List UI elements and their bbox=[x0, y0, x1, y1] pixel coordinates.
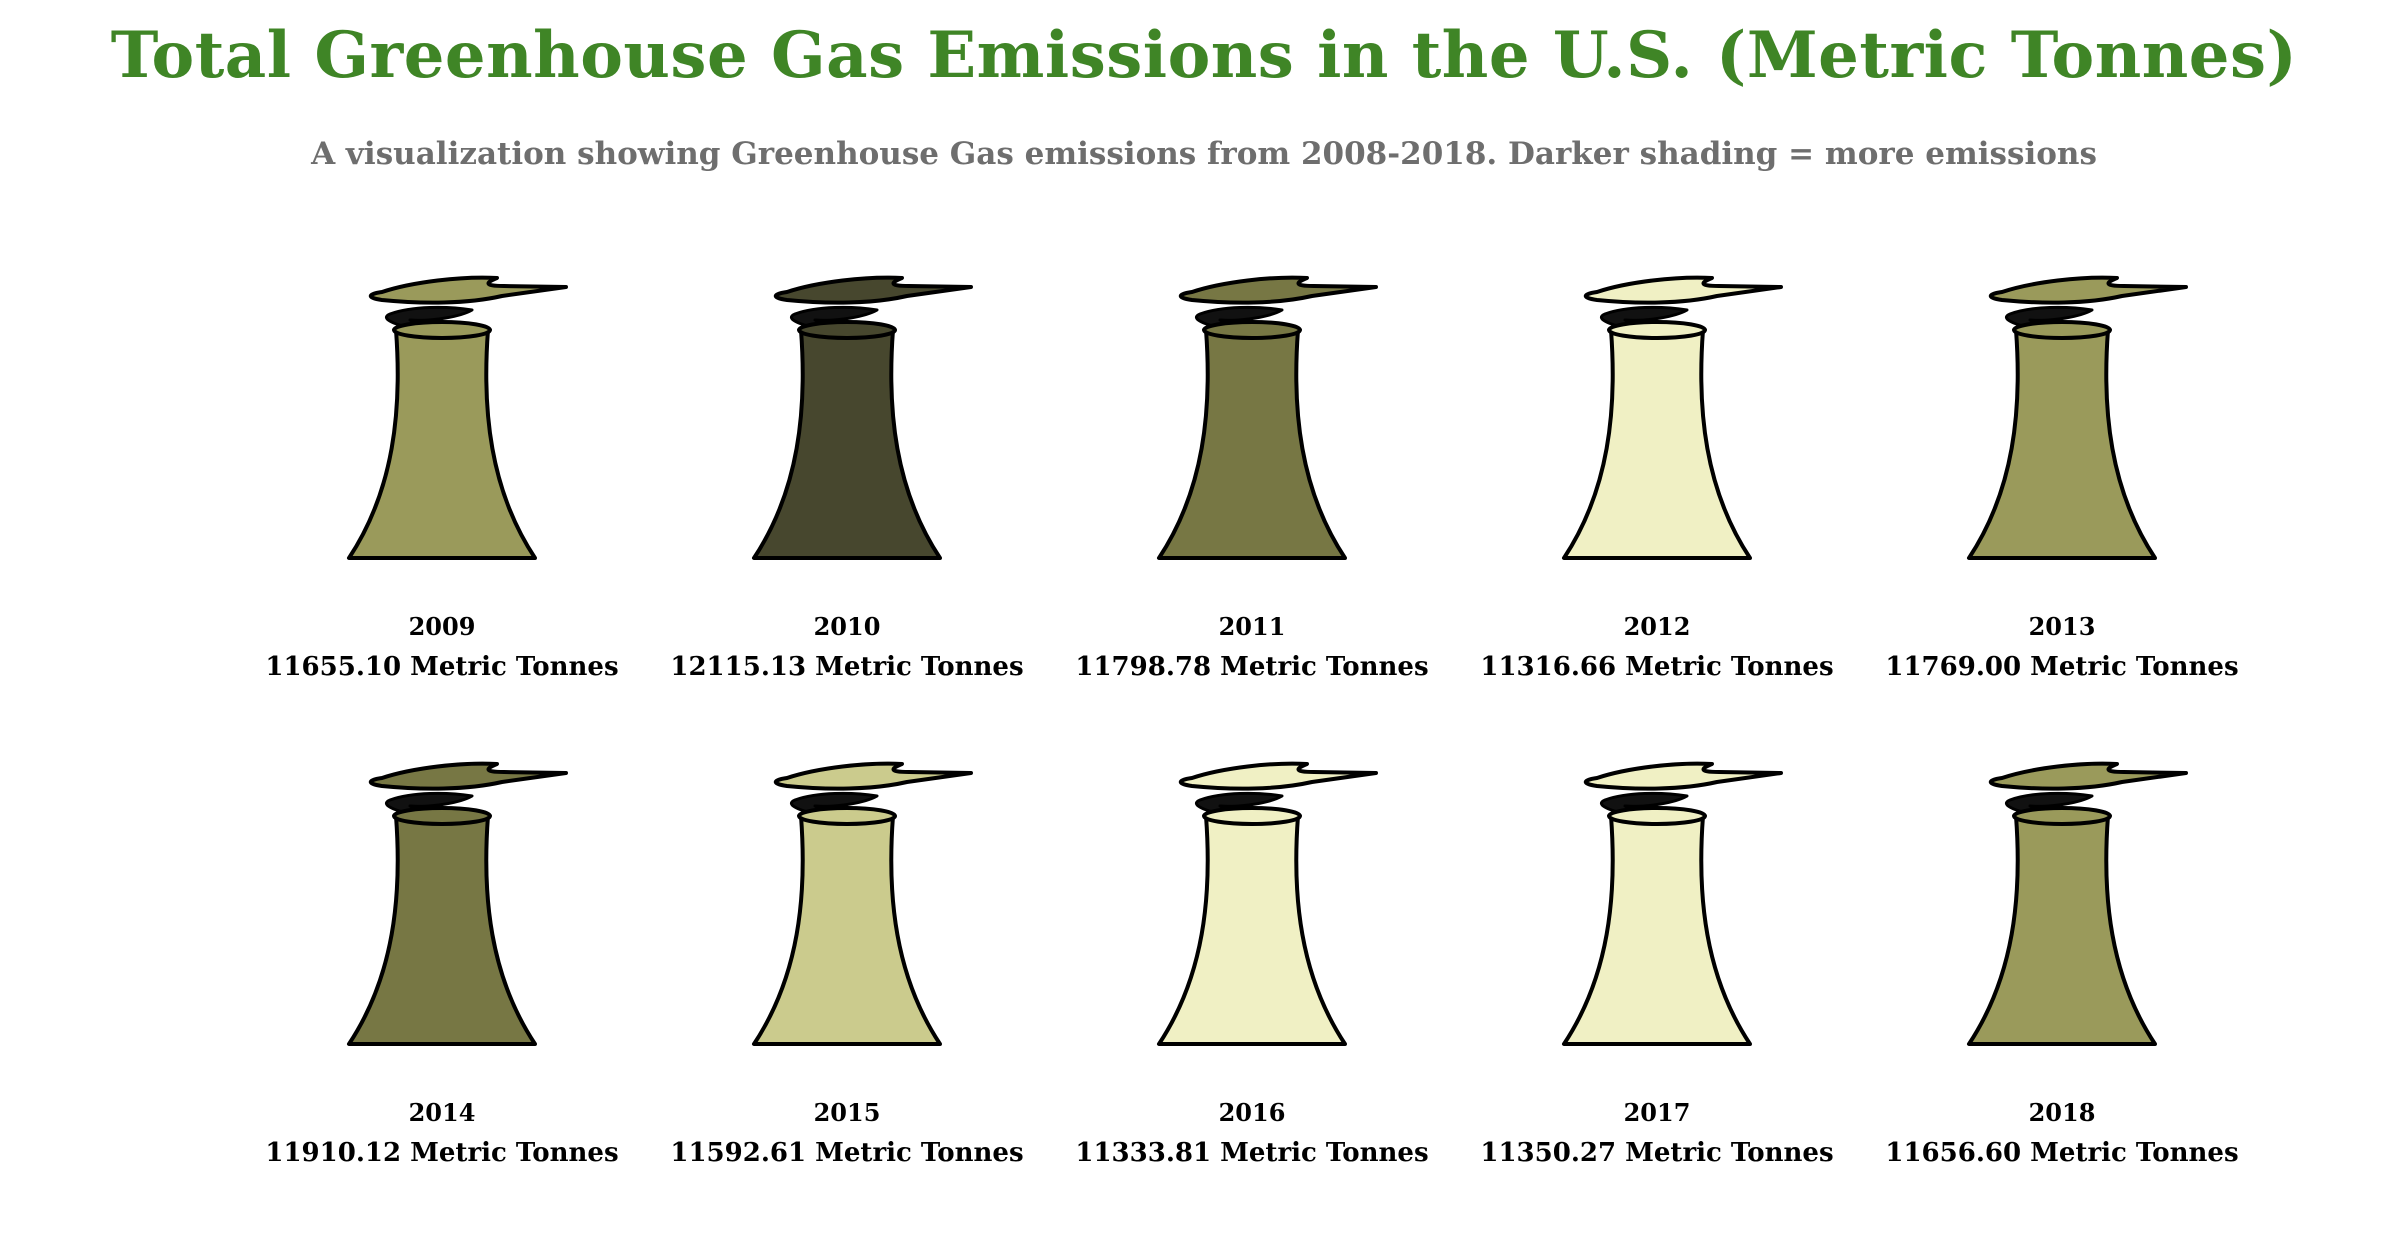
year-label-2018: 2018 bbox=[2029, 1098, 2096, 1127]
value-label-2012: 11316.66 Metric Tonnes bbox=[1480, 652, 1833, 682]
smoke-plume-2018 bbox=[1988, 761, 2188, 791]
chart-subtitle: A visualization showing Greenhouse Gas e… bbox=[311, 136, 2097, 172]
tower-rim-2011 bbox=[1202, 320, 1302, 340]
year-label-2010: 2010 bbox=[814, 612, 881, 641]
value-label-2010: 12115.13 Metric Tonnes bbox=[670, 652, 1023, 682]
value-label-2017: 11350.27 Metric Tonnes bbox=[1480, 1138, 1833, 1168]
year-label-2015: 2015 bbox=[814, 1098, 881, 1127]
tower-rim-2014 bbox=[392, 806, 492, 826]
tower-rim-2009 bbox=[392, 320, 492, 340]
tower-mark-2010 bbox=[752, 275, 973, 560]
tower-body-2011 bbox=[1157, 328, 1347, 560]
tower-rim-2017 bbox=[1607, 806, 1707, 826]
tower-mark-2016 bbox=[1157, 761, 1378, 1046]
value-label-2016: 11333.81 Metric Tonnes bbox=[1075, 1138, 1428, 1168]
smoke-plume-2014 bbox=[368, 761, 568, 791]
tower-rim-2010 bbox=[797, 320, 897, 340]
value-label-2013: 11769.00 Metric Tonnes bbox=[1885, 652, 2238, 682]
tower-body-2017 bbox=[1562, 814, 1752, 1046]
year-label-2011: 2011 bbox=[1219, 612, 1286, 641]
value-label-2009: 11655.10 Metric Tonnes bbox=[265, 652, 618, 682]
tower-mark-2015 bbox=[752, 761, 973, 1046]
tower-mark-2012 bbox=[1562, 275, 1783, 560]
year-label-2009: 2009 bbox=[409, 612, 476, 641]
year-label-2017: 2017 bbox=[1624, 1098, 1691, 1127]
smoke-plume-2013 bbox=[1988, 275, 2188, 305]
tower-body-2016 bbox=[1157, 814, 1347, 1046]
tower-body-2010 bbox=[752, 328, 942, 560]
tower-rim-2013 bbox=[2012, 320, 2112, 340]
tower-rim-2015 bbox=[797, 806, 897, 826]
value-label-2018: 11656.60 Metric Tonnes bbox=[1885, 1138, 2238, 1168]
tower-mark-2018 bbox=[1967, 761, 2188, 1046]
smoke-plume-2010 bbox=[773, 275, 973, 305]
year-label-2016: 2016 bbox=[1219, 1098, 1286, 1127]
tower-body-2009 bbox=[347, 328, 537, 560]
tower-mark-2014 bbox=[347, 761, 568, 1046]
tower-mark-2011 bbox=[1157, 275, 1378, 560]
chart-title: Total Greenhouse Gas Emissions in the U.… bbox=[110, 18, 2298, 93]
year-label-2014: 2014 bbox=[409, 1098, 476, 1127]
smoke-plume-2009 bbox=[368, 275, 568, 305]
tower-rim-2012 bbox=[1607, 320, 1707, 340]
value-label-2011: 11798.78 Metric Tonnes bbox=[1075, 652, 1428, 682]
value-label-2015: 11592.61 Metric Tonnes bbox=[670, 1138, 1023, 1168]
tower-mark-2013 bbox=[1967, 275, 2188, 560]
smoke-plume-2012 bbox=[1583, 275, 1783, 305]
smoke-plume-2015 bbox=[773, 761, 973, 791]
tower-body-2012 bbox=[1562, 328, 1752, 560]
tower-rim-2016 bbox=[1202, 806, 1302, 826]
tower-mark-2017 bbox=[1562, 761, 1783, 1046]
year-label-2013: 2013 bbox=[2029, 612, 2096, 641]
value-label-2014: 11910.12 Metric Tonnes bbox=[265, 1138, 618, 1168]
tower-body-2014 bbox=[347, 814, 537, 1046]
tower-body-2015 bbox=[752, 814, 942, 1046]
smoke-plume-2017 bbox=[1583, 761, 1783, 791]
year-label-2012: 2012 bbox=[1624, 612, 1691, 641]
tower-body-2018 bbox=[1967, 814, 2157, 1046]
tower-mark-2009 bbox=[347, 275, 568, 560]
tower-body-2013 bbox=[1967, 328, 2157, 560]
tower-rim-2018 bbox=[2012, 806, 2112, 826]
smoke-plume-2016 bbox=[1178, 761, 1378, 791]
smoke-plume-2011 bbox=[1178, 275, 1378, 305]
